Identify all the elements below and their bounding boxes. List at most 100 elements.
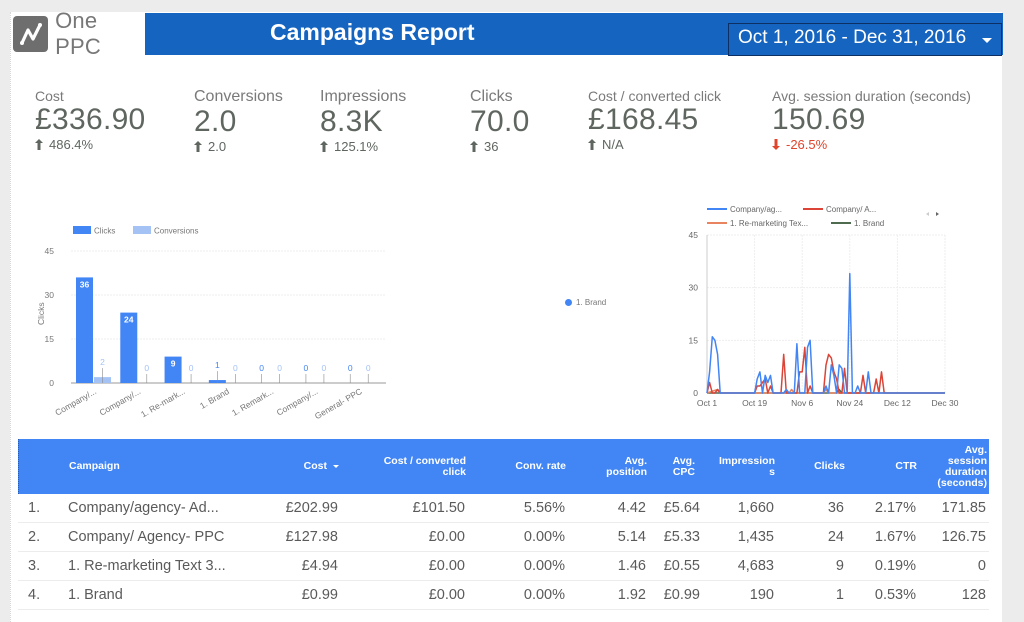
- data-label: 0: [233, 363, 238, 373]
- scorecard-delta-value: -26.5%: [786, 137, 828, 152]
- legend-swatch-clicks: [73, 226, 91, 234]
- cell-cost: £0.99: [301, 587, 338, 603]
- y-tick-label: 30: [689, 283, 699, 293]
- x-tick-label: 1. Brand: [198, 386, 231, 411]
- cell-clicks: 36: [827, 500, 844, 516]
- col-header-avg-session-duration[interactable]: Avg. session duration (seconds): [937, 443, 987, 489]
- table-row[interactable]: 1. Company/agency- Ad... £202.99 £101.50 5.5…: [18, 494, 989, 523]
- cell-campaign: 1. Brand: [68, 587, 123, 603]
- cell-avg-pos: 5.14: [617, 529, 646, 545]
- bar-clicks[interactable]: [76, 277, 93, 383]
- cell-cost-conv: £0.00: [428, 587, 465, 603]
- date-range-value: Oct 1, 2016 - Dec 31, 2016: [738, 27, 967, 48]
- legend-prev-icon[interactable]: [926, 212, 929, 216]
- scorecard-value: 70.0: [470, 105, 530, 138]
- cell-cost: £4.94: [301, 558, 338, 574]
- scorecard-delta-value: 2.0: [208, 139, 227, 154]
- cell-clicks: 1: [835, 587, 844, 603]
- y-tick-label: 45: [689, 230, 699, 240]
- cell-ctr: 1.67%: [874, 529, 916, 545]
- y-tick-label: 15: [45, 334, 55, 344]
- scorecard-delta: N/A: [588, 137, 721, 152]
- x-tick-label: Company/...: [98, 386, 143, 418]
- arrow-up-icon: [320, 141, 328, 152]
- cell-avg-cpc: £0.55: [663, 558, 700, 574]
- cell-cost: £202.99: [285, 500, 338, 516]
- x-tick-label: General- PPC: [313, 386, 364, 421]
- bar-clicks[interactable]: [164, 356, 182, 383]
- clicks-conversions-bar-chart: Clicks Conversions 0 15 30 45 Clicks 36 2 Company…: [36, 226, 386, 421]
- y-tick-label: 15: [689, 335, 699, 345]
- cell-clicks: 9: [835, 558, 844, 574]
- scorecard-conversions: Conversions 2.0 2.0: [194, 88, 283, 154]
- cell-campaign: 1. Re-marketing Text 3...: [68, 558, 226, 574]
- scorecard-avg-session-duration-seconds: Avg. session duration (seconds) 150.69 -26…: [772, 88, 971, 152]
- cell-duration: 0: [977, 558, 986, 574]
- cell-impressions: 1,435: [737, 529, 774, 545]
- cell-avg-pos: 4.42: [617, 500, 646, 516]
- col-header-cost[interactable]: Cost: [279, 439, 339, 494]
- table-row[interactable]: 2. Company/ Agency- PPC £127.98 £0.00 0.00% 5…: [18, 523, 989, 552]
- cell-conv-rate: 0.00%: [523, 587, 565, 603]
- col-header-impressions[interactable]: Impression s: [718, 454, 775, 478]
- scorecard-value: £168.45: [588, 103, 699, 136]
- arrow-up-icon: [470, 141, 478, 152]
- col-header-ctr[interactable]: CTR: [895, 460, 917, 472]
- logo: One PPC: [13, 8, 147, 59]
- cell-cost-conv: £101.50: [412, 500, 465, 516]
- table-row[interactable]: 4. 1. Brand £0.99 £0.00 0.00% 1.92 £0.99 190 1 0.…: [18, 581, 989, 610]
- cell-cost-conv: £0.00: [428, 558, 465, 574]
- arrow-down-icon: [772, 139, 780, 150]
- x-tick-label: Company/...: [53, 386, 98, 418]
- logo-text: One PPC: [55, 8, 101, 59]
- col-header-clicks[interactable]: Clicks: [814, 460, 845, 472]
- cell-idx: 2.: [28, 529, 41, 545]
- cell-conv-rate: 0.00%: [523, 529, 565, 545]
- scorecard-clicks: Clicks 70.0 36: [470, 88, 530, 154]
- cell-impressions: 4,683: [737, 558, 774, 574]
- scorecard-delta: 486.4%: [35, 137, 146, 152]
- col-header-conv-rate[interactable]: Conv. rate: [515, 460, 566, 472]
- x-tick-label: 1. Remark...: [230, 386, 275, 418]
- cell-idx: 1.: [28, 500, 41, 516]
- pie-chart-legend: 1. Brand: [565, 298, 606, 307]
- legend-swatch-conversions: [133, 226, 151, 234]
- series-line-0[interactable]: [706, 272, 945, 394]
- cell-ctr: 0.53%: [874, 587, 916, 603]
- scorecard-delta: -26.5%: [772, 137, 971, 152]
- cell-avg-pos: 1.92: [617, 587, 646, 603]
- date-range-selector[interactable]: Oct 1, 2016 - Dec 31, 2016: [728, 23, 1002, 56]
- col-header-avg-cpc[interactable]: Avg. CPC: [672, 454, 695, 478]
- col-header-avg-position[interactable]: Avg. position: [606, 454, 647, 478]
- legend-label: 1. Re-marketing Tex...: [730, 219, 808, 228]
- scorecard-delta: 125.1%: [320, 139, 406, 154]
- col-header-cost-converted-click[interactable]: Cost / converted click: [383, 454, 466, 478]
- x-tick-label: 1. Re-mark...: [139, 386, 187, 419]
- x-tick-label: Nov 6: [791, 398, 813, 408]
- title-bar: Campaigns Report Oct 1, 2016 - Dec 31, 2…: [145, 13, 1003, 56]
- scorecard-label: Clicks: [470, 88, 513, 105]
- data-label: 0: [189, 363, 194, 373]
- cell-idx: 4.: [28, 587, 41, 603]
- data-label: 0: [348, 363, 353, 373]
- scorecard-cost-converted-click: Cost / converted click £168.45 N/A: [588, 88, 721, 152]
- cell-idx: 3.: [28, 558, 41, 574]
- report-title: Campaigns Report: [270, 19, 475, 45]
- col-header-campaign[interactable]: Campaign: [69, 460, 120, 472]
- data-label: 0: [322, 363, 327, 373]
- table-row[interactable]: 3. 1. Re-marketing Text 3... £4.94 £0.00 0.0…: [18, 552, 989, 581]
- cell-avg-pos: 1.46: [617, 558, 646, 574]
- cell-conv-rate: 5.56%: [523, 500, 565, 516]
- scorecard-delta-value: N/A: [602, 137, 624, 152]
- campaigns-table: Campaign Cost Cost / converted click Conv…: [18, 439, 989, 610]
- cell-conv-rate: 0.00%: [523, 558, 565, 574]
- legend-next-icon[interactable]: [936, 212, 939, 216]
- series-line-1[interactable]: [706, 346, 945, 394]
- scorecard-value: 8.3K: [320, 105, 383, 138]
- report-page: One PPC Campaigns Report Oct 1, 2016 - D…: [10, 8, 1003, 622]
- bar-clicks[interactable]: [120, 312, 138, 383]
- arrow-up-icon: [194, 141, 202, 152]
- y-tick-label: 0: [693, 388, 698, 398]
- scorecard-value: £336.90: [35, 103, 146, 136]
- cell-duration: 128: [961, 587, 986, 603]
